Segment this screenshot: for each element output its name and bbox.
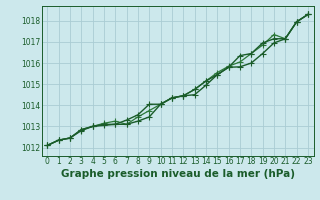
X-axis label: Graphe pression niveau de la mer (hPa): Graphe pression niveau de la mer (hPa) [60,169,295,179]
